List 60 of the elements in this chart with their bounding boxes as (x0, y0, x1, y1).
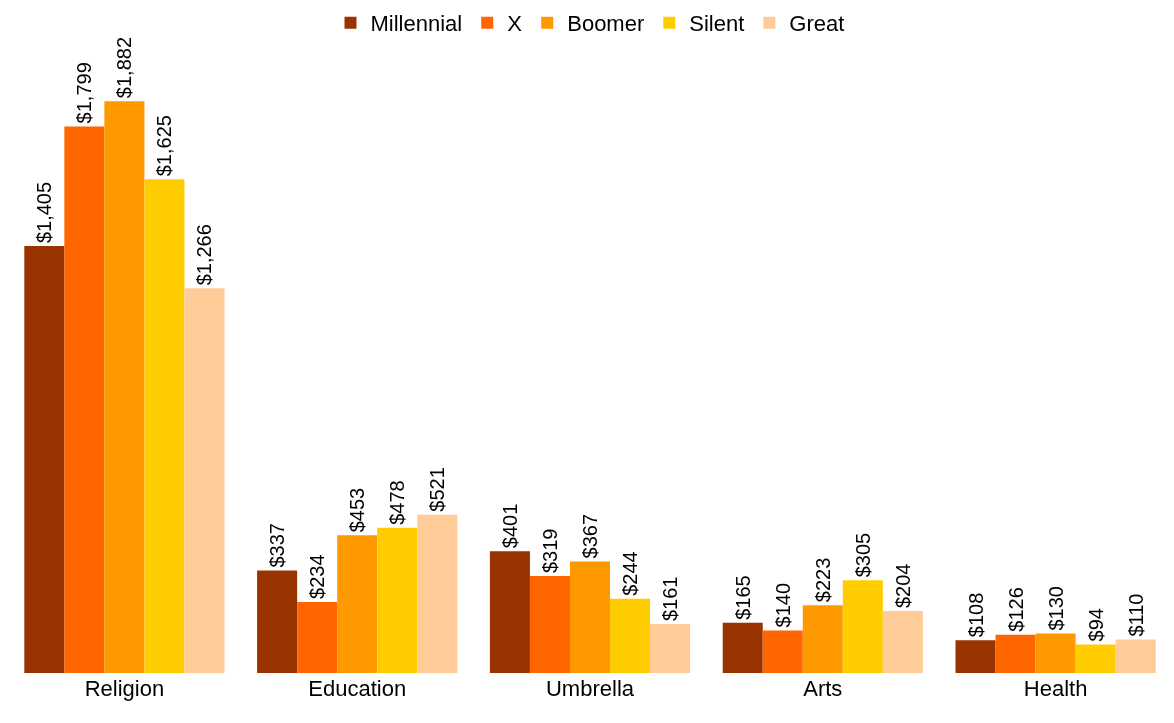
bar (297, 601, 338, 673)
data-label: $234 (306, 554, 329, 599)
data-label: $165 (731, 575, 754, 620)
data-label: $1,882 (113, 37, 136, 99)
data-label: $108 (964, 592, 987, 638)
data-label: $223 (811, 557, 834, 603)
data-label: $161 (659, 576, 682, 622)
legend-label: Boomer (567, 11, 645, 37)
bar (144, 179, 185, 673)
data-label: $337 (266, 523, 289, 568)
bar (842, 580, 883, 673)
data-label: $110 (1124, 593, 1147, 637)
x-tick-label: Health (1023, 676, 1088, 701)
data-label: $1,625 (153, 115, 176, 177)
bar (257, 570, 298, 673)
data-label: $1,405 (33, 181, 56, 244)
bar (104, 101, 145, 673)
legend-label: Great (789, 11, 845, 37)
bar (64, 126, 105, 673)
x-tick-label: Umbrella (545, 676, 635, 701)
bar (337, 535, 378, 673)
bar (184, 288, 225, 673)
bar (1035, 633, 1076, 673)
bar (650, 624, 691, 673)
bar (802, 605, 843, 673)
data-label: $244 (619, 551, 642, 596)
x-tick-label: Education (308, 676, 407, 701)
data-label: $367 (579, 513, 601, 559)
data-label: $1,799 (73, 62, 96, 124)
data-label: $305 (851, 532, 874, 578)
bar (1075, 644, 1116, 673)
data-label: $204 (891, 563, 914, 609)
bar (955, 640, 996, 673)
bar (489, 551, 530, 673)
bar (529, 576, 570, 673)
bar (722, 622, 763, 673)
data-label: $130 (1044, 586, 1067, 631)
data-label: $453 (346, 487, 369, 533)
x-tick-label: Arts (803, 676, 843, 701)
data-label: $140 (771, 582, 794, 628)
bar (569, 561, 611, 673)
data-label: $126 (1004, 587, 1027, 632)
data-label: $1,266 (193, 224, 216, 286)
legend-label: X (507, 11, 523, 37)
data-label: $94 (1084, 608, 1107, 642)
bar (1115, 639, 1156, 673)
bar (882, 611, 923, 673)
bar (377, 527, 418, 673)
legend-label: Silent (689, 11, 745, 37)
data-label: $478 (386, 480, 409, 525)
x-tick-label: Religion (84, 676, 165, 701)
data-label: $521 (426, 467, 449, 512)
bar (24, 246, 65, 673)
bar (417, 514, 458, 673)
bar (995, 634, 1036, 673)
data-label: $401 (498, 503, 521, 549)
legend-label: Millennial (370, 11, 463, 37)
bar (610, 598, 651, 673)
bar (762, 630, 803, 673)
data-label: $319 (538, 528, 561, 574)
